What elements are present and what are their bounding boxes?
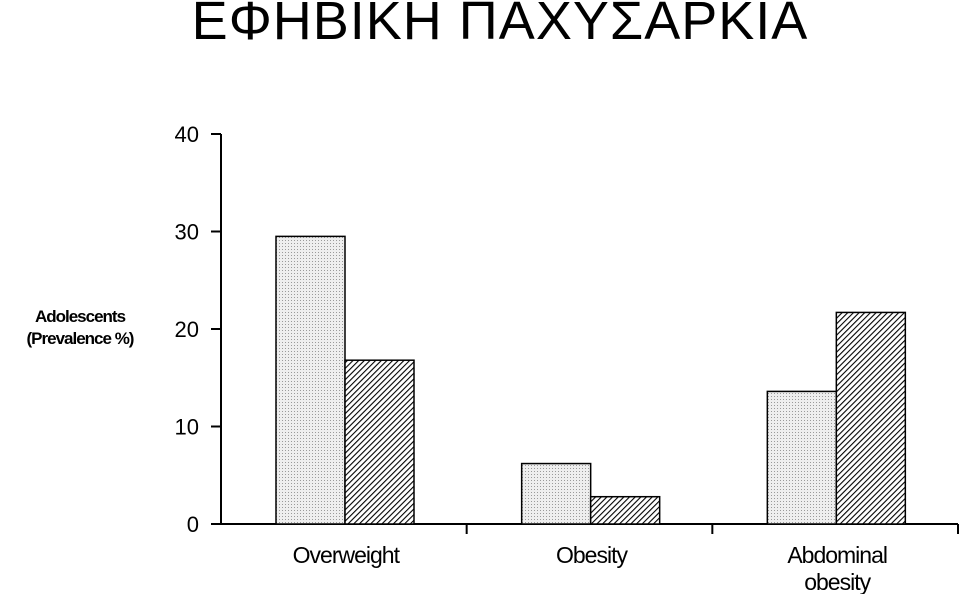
chart-title: ΕΦΗΒΙΚΗ ΠΑΧΥΣΑΡΚΙΑ	[191, 0, 809, 51]
bar-1-0	[275, 235, 346, 525]
axis-labels: 0 10 20 30 40 Overweight Obesity Abdominalobesi…	[175, 122, 888, 594]
y-axis-label-line-2: (Prevalence %)	[26, 329, 135, 348]
bar-2-2	[835, 311, 907, 525]
y-axis-label: Adolescents (Prevalence %)	[0, 306, 160, 350]
y-tick-label: 40	[175, 122, 199, 147]
bar-1-1	[520, 462, 592, 525]
bars	[275, 235, 907, 525]
x-category-label: Overweight	[293, 542, 401, 568]
y-tick-label: 10	[175, 415, 199, 440]
y-tick-label: 0	[187, 512, 199, 537]
y-tick-label: 20	[175, 317, 199, 342]
x-category-label: obesity	[804, 569, 871, 594]
x-category-label: Obesity	[556, 542, 628, 568]
y-tick-label: 30	[175, 220, 199, 245]
y-axis-label-line-1: Adolescents	[34, 307, 126, 326]
x-category-label: Abdominal	[787, 542, 887, 568]
bar-1-2	[766, 390, 838, 525]
bar-2-1	[589, 495, 661, 525]
bar-2-0	[344, 359, 415, 525]
